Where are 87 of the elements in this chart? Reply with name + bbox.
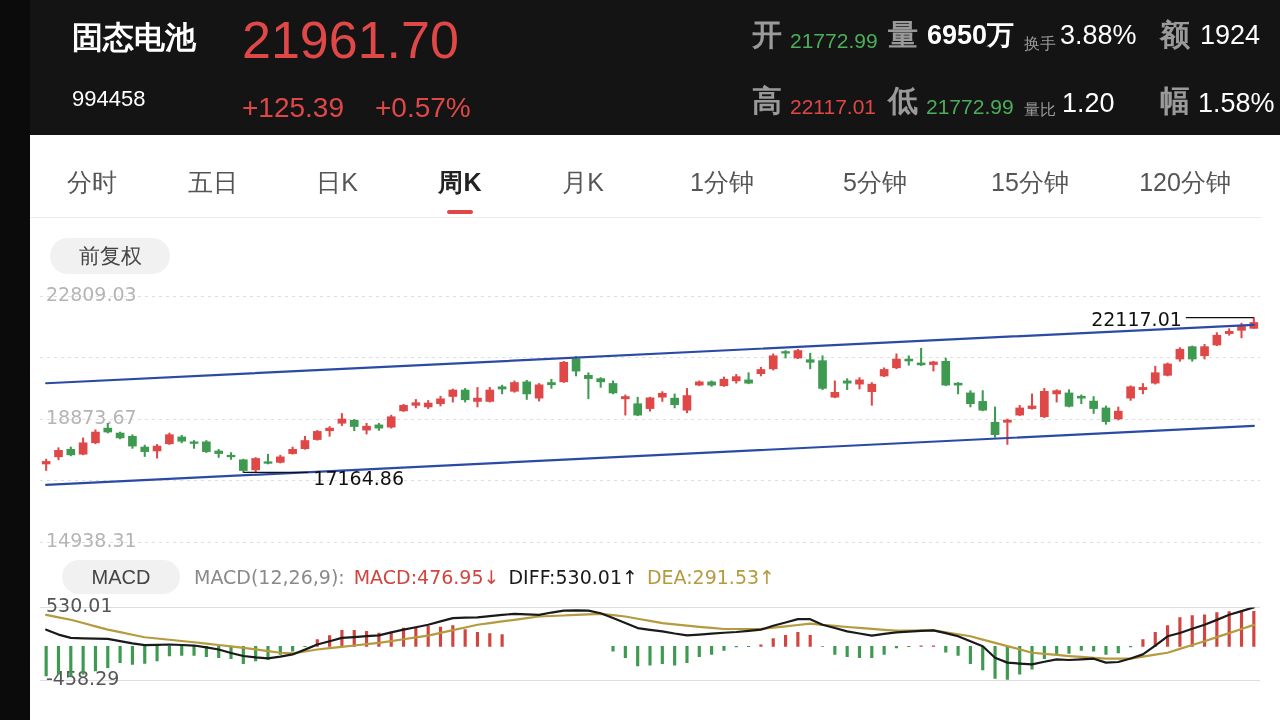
bar	[783, 634, 788, 647]
chart-subtitle: 994458	[72, 86, 146, 111]
bar	[685, 646, 689, 663]
bar	[796, 631, 800, 647]
bar	[660, 646, 664, 664]
text: 开	[752, 18, 782, 51]
text: 额	[1160, 18, 1190, 51]
bar	[130, 646, 134, 665]
bar	[500, 634, 504, 647]
bar	[1178, 617, 1182, 647]
candlestick	[473, 387, 482, 408]
annotation: 17164.86	[313, 466, 405, 489]
bar	[155, 646, 159, 662]
series-label: DIFF:530.01↑	[508, 566, 638, 588]
text: 月K	[562, 168, 604, 196]
text: 6950万	[927, 20, 1015, 50]
text: 3.88%	[1060, 20, 1137, 50]
text: +0.57%	[375, 92, 471, 123]
text: 低	[888, 84, 918, 117]
y-tick-label: 14938.31	[46, 528, 137, 551]
bar	[722, 646, 726, 651]
text: 幅	[1160, 84, 1190, 117]
text: 120分钟	[1139, 168, 1231, 196]
bar	[710, 646, 714, 655]
bar	[1116, 646, 1120, 654]
bar	[944, 646, 948, 653]
bar	[463, 629, 467, 647]
chart-title: MACD	[62, 560, 180, 594]
bar	[968, 646, 972, 664]
bar	[636, 646, 640, 667]
y-tick-label: -458.29	[46, 666, 120, 689]
text: 21772.99	[926, 95, 1014, 118]
bar	[808, 634, 812, 647]
bar	[192, 646, 196, 656]
bar	[882, 646, 886, 655]
bar	[845, 646, 849, 658]
bar	[956, 646, 960, 656]
bar	[143, 646, 147, 664]
text: MACD:476.95↓	[353, 566, 500, 588]
chart-subtitle: MACD(12,26,9):	[194, 566, 345, 588]
bar	[611, 646, 615, 652]
bar	[697, 646, 701, 658]
bar	[44, 646, 48, 677]
text: 22117.01	[790, 95, 877, 118]
text: 高	[752, 84, 782, 117]
text: 日K	[316, 168, 358, 196]
bar	[118, 646, 122, 663]
y-tick-label: 22809.03	[46, 282, 137, 305]
text: 1.20	[1062, 88, 1115, 118]
text: 前复权	[50, 238, 170, 274]
text: 15分钟	[991, 168, 1069, 196]
text: 量	[888, 18, 918, 51]
text: 周K	[438, 168, 482, 196]
text: 五日	[188, 168, 238, 196]
y-tick-label: 530.01	[46, 594, 113, 617]
text: +125.39	[242, 92, 344, 123]
bar	[167, 646, 171, 657]
bar	[488, 633, 492, 647]
text: 1分钟	[690, 168, 754, 196]
bar	[870, 646, 874, 659]
bar	[475, 631, 480, 647]
text: 换手	[1024, 35, 1056, 52]
bar	[623, 646, 627, 659]
bar	[1067, 646, 1071, 654]
bar	[771, 638, 775, 647]
text: 21772.99	[790, 29, 878, 52]
bar	[673, 646, 677, 666]
chart-title: 固态电池	[72, 20, 196, 55]
bar	[648, 646, 652, 666]
text: 量比	[1024, 101, 1056, 118]
bar	[93, 646, 98, 672]
bar	[993, 646, 997, 679]
text: 1.58%	[1198, 88, 1275, 118]
text: 21961.70	[242, 11, 459, 69]
bar	[1141, 639, 1145, 647]
bar	[1079, 646, 1083, 651]
text: 1924	[1200, 20, 1261, 50]
annotation: 22117.01	[1091, 307, 1182, 330]
bar	[857, 646, 862, 659]
bar	[1104, 646, 1108, 655]
text: 分时	[67, 168, 117, 196]
bar	[180, 646, 184, 656]
text: 5分钟	[843, 168, 907, 196]
bar	[106, 646, 110, 668]
y-tick-label: 18873.67	[46, 405, 137, 428]
series-label: DEA:291.53↑	[646, 566, 775, 588]
bar	[833, 646, 837, 655]
